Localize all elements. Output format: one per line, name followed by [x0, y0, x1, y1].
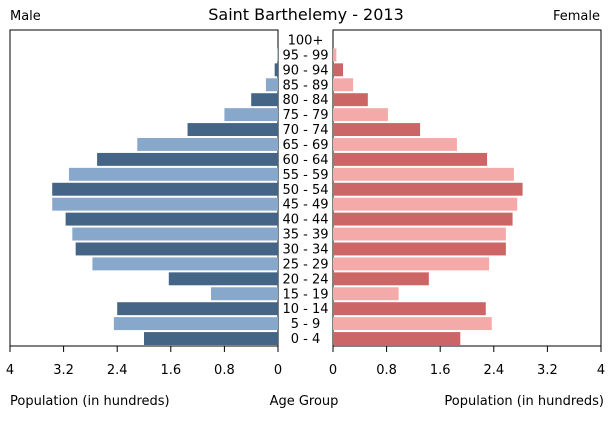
female-bar	[333, 212, 513, 226]
age-group-label: 50 - 54	[282, 183, 328, 198]
female-bar	[333, 302, 486, 316]
female-axis-tick-label: 1.6	[430, 363, 451, 378]
male-bar	[113, 317, 278, 331]
age-group-label: 75 - 79	[282, 108, 328, 123]
male-bars	[52, 48, 279, 345]
male-bar	[68, 167, 279, 181]
age-group-label: 0 - 4	[291, 332, 321, 347]
female-bar	[333, 332, 461, 345]
male-x-axis: 4 3.2 2.4 1.6 0.8 0	[6, 346, 282, 378]
male-bar	[251, 93, 278, 107]
age-group-label: 55 - 59	[282, 168, 328, 183]
male-bar	[52, 197, 279, 211]
male-bar	[117, 302, 278, 316]
female-bar	[333, 63, 344, 77]
female-bar	[333, 138, 457, 151]
age-group-label: 15 - 19	[282, 287, 328, 302]
age-group-label: 65 - 69	[282, 138, 328, 153]
chart-title: Saint Barthelemy - 2013	[208, 5, 404, 24]
age-group-label: 40 - 44	[282, 213, 328, 228]
female-bar	[333, 242, 506, 256]
age-group-label: 70 - 74	[282, 123, 328, 138]
male-axis-tick-label: 0	[274, 363, 282, 378]
age-group-label: 60 - 64	[282, 153, 328, 168]
female-bar	[333, 197, 518, 211]
age-group-label: 5 - 9	[291, 317, 321, 332]
male-bar	[52, 182, 279, 196]
age-group-label: 100+	[288, 33, 324, 48]
male-bar	[224, 108, 278, 122]
female-bar	[333, 93, 368, 107]
male-bar	[75, 242, 278, 256]
age-group-label: 80 - 84	[282, 93, 328, 108]
female-bar	[333, 227, 506, 241]
female-bar	[333, 272, 429, 286]
male-bar	[144, 332, 278, 345]
male-axis-tick-label: 1.6	[160, 363, 181, 378]
male-bar	[168, 272, 278, 286]
age-group-label: 20 - 24	[282, 272, 328, 287]
male-bar	[187, 123, 278, 136]
male-axis-tick-label: 0.8	[214, 363, 235, 378]
male-bar	[277, 48, 278, 62]
female-bar	[333, 182, 523, 196]
male-bar	[265, 78, 278, 92]
male-bar	[137, 138, 278, 151]
female-bar	[333, 257, 490, 271]
age-group-label: 85 - 89	[282, 78, 328, 93]
female-bar	[333, 167, 514, 181]
female-axis-tick-label: 2.4	[483, 363, 504, 378]
x-axis-label-center: Age Group	[270, 394, 339, 409]
female-bar	[333, 48, 337, 62]
female-bar	[333, 152, 488, 166]
age-group-label: 90 - 94	[282, 63, 328, 78]
male-axis-tick-label: 4	[6, 363, 14, 378]
right-label: Female	[553, 9, 600, 24]
male-bar	[97, 152, 278, 166]
age-group-label: 10 - 14	[282, 302, 328, 317]
age-group-label: 35 - 39	[282, 228, 328, 243]
male-bar	[72, 227, 278, 241]
x-axis-label-right: Population (in hundreds)	[444, 394, 604, 409]
age-group-label: 45 - 49	[282, 198, 328, 213]
male-bar	[65, 212, 278, 226]
female-bar	[333, 317, 492, 331]
age-group-label: 95 - 99	[282, 48, 328, 63]
age-group-label: 30 - 34	[282, 242, 328, 257]
female-bar	[333, 108, 388, 122]
female-bar	[333, 78, 354, 92]
x-axis-label-left: Population (in hundreds)	[10, 394, 170, 409]
female-axis-tick-label: 4	[597, 363, 605, 378]
female-axis-tick-label: 0	[329, 363, 337, 378]
male-bar	[211, 287, 278, 301]
male-axis-tick-label: 3.2	[53, 363, 74, 378]
left-label: Male	[10, 9, 41, 24]
female-axis-tick-label: 0.8	[376, 363, 397, 378]
female-bar	[333, 123, 421, 136]
female-bars	[333, 48, 523, 345]
male-bar	[92, 257, 278, 271]
female-bar	[333, 287, 399, 301]
female-x-axis: 0 0.8 1.6 2.4 3.2 4	[329, 346, 605, 378]
male-axis-tick-label: 2.4	[107, 363, 128, 378]
female-axis-tick-label: 3.2	[537, 363, 558, 378]
male-bar	[274, 63, 278, 77]
age-group-label: 25 - 29	[282, 257, 328, 272]
